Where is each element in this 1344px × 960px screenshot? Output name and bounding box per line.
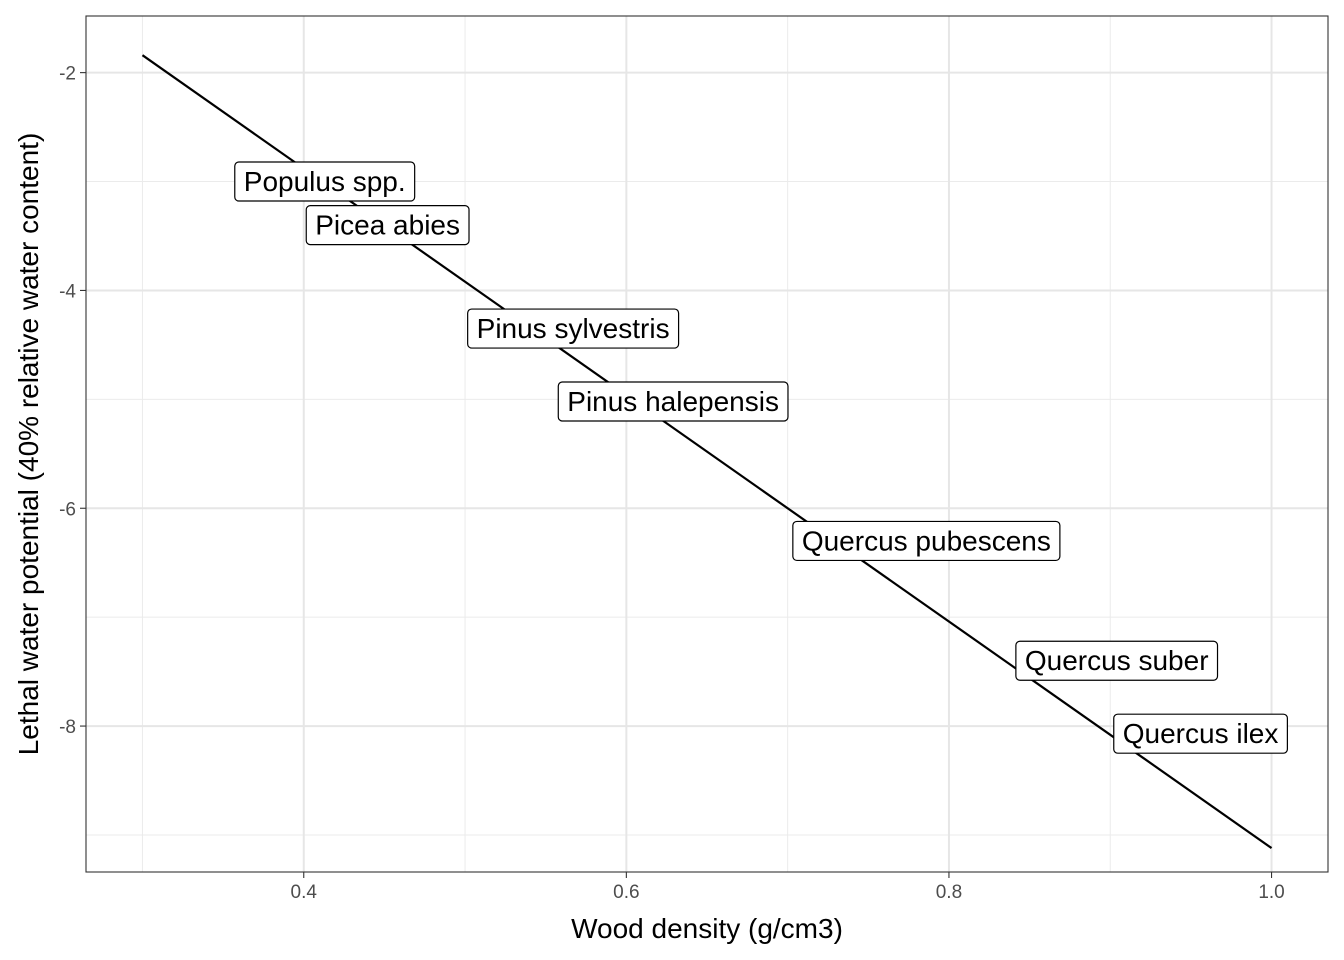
x-tick-label: 1.0	[1258, 882, 1284, 903]
label-text: Quercus pubescens	[802, 525, 1051, 556]
point-label: Quercus pubescens	[792, 520, 1061, 562]
label-box	[792, 520, 1061, 562]
x-tick-label: 0.6	[613, 882, 639, 903]
point-label: Populus spp.	[234, 161, 416, 202]
label-box	[1113, 713, 1288, 754]
label-box	[305, 204, 470, 246]
major-gridlines	[86, 16, 1328, 872]
label-text: Pinus sylvestris	[477, 313, 670, 344]
label-box	[467, 308, 680, 349]
x-tick-label: 0.8	[936, 882, 962, 903]
label-box	[234, 161, 416, 202]
y-tick-label: -2	[59, 64, 76, 85]
point-label: Pinus halepensis	[557, 381, 789, 422]
y-tick-label: -4	[59, 281, 76, 302]
label-text: Quercus suber	[1025, 645, 1209, 676]
y-tick-label: -6	[59, 499, 76, 520]
label-box	[1015, 640, 1219, 681]
y-axis: -2 -4 -6 -8	[59, 64, 86, 738]
point-labels: Populus spp. Picea abies Pinus sylvestris P…	[234, 161, 1288, 754]
label-text: Populus spp.	[244, 166, 406, 197]
label-text: Picea abies	[315, 210, 460, 241]
x-axis-title: Wood density (g/cm3)	[571, 913, 843, 944]
point-label: Picea abies	[305, 204, 470, 246]
label-box	[557, 381, 789, 422]
y-axis-title: Lethal water potential (40% relative wat…	[13, 133, 44, 756]
x-axis: 0.4 0.6 0.8 1.0	[291, 872, 1285, 903]
point-label: Quercus suber	[1015, 640, 1219, 681]
label-text: Pinus halepensis	[567, 386, 779, 417]
label-text: Quercus ilex	[1123, 718, 1279, 749]
point-label: Quercus ilex	[1113, 713, 1288, 754]
point-label: Pinus sylvestris	[467, 308, 680, 349]
x-tick-label: 0.4	[291, 882, 318, 903]
y-tick-label: -8	[59, 717, 76, 738]
panel-border	[85, 15, 1329, 873]
